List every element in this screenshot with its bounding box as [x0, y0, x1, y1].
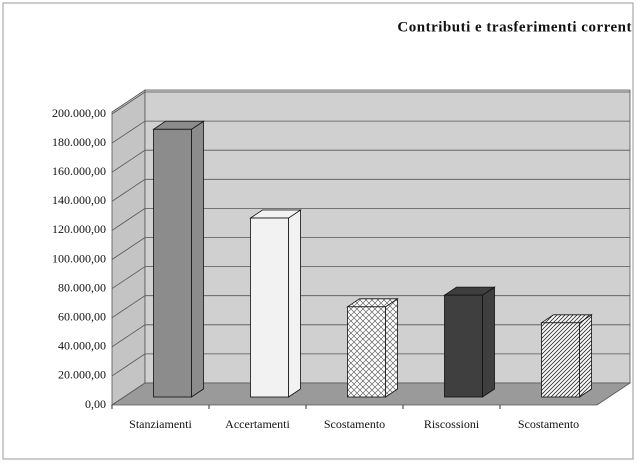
x-tick-label: Riscossioni — [424, 417, 480, 431]
grid-line — [111, 91, 630, 115]
bar — [346, 298, 399, 398]
bar-front — [347, 306, 386, 398]
grid-line — [111, 120, 630, 144]
chart-title: Contributi e trasferimenti corrent — [397, 19, 632, 35]
grid-line — [111, 266, 630, 289]
y-tick-label: 60.000,00 — [58, 309, 106, 323]
grid-line — [111, 207, 630, 231]
bar-side — [191, 120, 204, 398]
grid-line — [111, 149, 630, 173]
bar-front — [541, 322, 580, 398]
bar-side — [579, 314, 592, 398]
bar-front — [153, 128, 192, 398]
side-wall — [111, 89, 146, 406]
x-tick-label: Accertamenti — [225, 417, 290, 431]
bar — [152, 120, 205, 398]
y-tick-label: 0,00 — [85, 397, 106, 411]
bar-front — [250, 217, 289, 398]
grid-line — [111, 237, 630, 260]
x-tick-label: Scostamento — [324, 417, 385, 431]
y-tick-label: 120.000,00 — [52, 222, 106, 236]
bar — [249, 209, 302, 398]
y-tick-label: 140.000,00 — [52, 193, 106, 207]
x-tick-label: Stanziamenti — [129, 417, 192, 431]
y-tick-label: 160.000,00 — [52, 164, 106, 178]
bar-front — [444, 294, 483, 398]
bar — [540, 314, 593, 398]
y-tick-label: 20.000,00 — [58, 368, 106, 382]
y-tick-label: 40.000,00 — [58, 339, 106, 353]
y-tick-label: 200.000,00 — [52, 106, 106, 120]
x-tick-label: Scostamento — [518, 417, 579, 431]
y-tick-label: 100.000,00 — [52, 251, 106, 265]
bar-side — [288, 209, 301, 398]
grid-line — [111, 178, 630, 202]
bar-side — [482, 286, 495, 398]
y-tick-label: 180.000,00 — [52, 135, 106, 149]
bar-side — [385, 298, 398, 398]
y-tick-label: 80.000,00 — [58, 280, 106, 294]
bar — [443, 286, 496, 398]
